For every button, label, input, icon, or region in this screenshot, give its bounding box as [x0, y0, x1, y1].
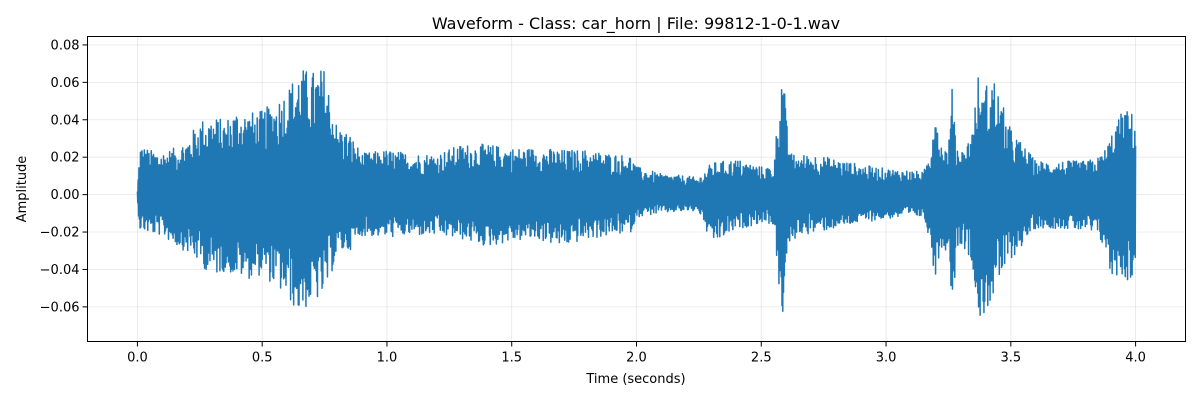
y-tick-label: −0.06 — [40, 300, 80, 315]
series-layer — [136, 70, 1137, 317]
waveform-series-line — [136, 70, 1137, 317]
y-tick-label: 0.00 — [51, 188, 80, 203]
x-tick-label: 4.0 — [1125, 351, 1146, 366]
x-axis-label: Time (seconds) — [585, 372, 685, 387]
y-axis-label: Amplitude — [15, 156, 30, 223]
y-tick-label: 0.04 — [51, 113, 80, 128]
x-tick-label: 3.0 — [876, 351, 897, 366]
x-tick-label: 0.0 — [127, 351, 148, 366]
chart-title: Waveform - Class: car_horn | File: 99812… — [432, 14, 840, 34]
x-tick-label: 1.0 — [377, 351, 398, 366]
y-tick-label: 0.06 — [51, 76, 80, 91]
y-tick-label: 0.02 — [51, 151, 80, 166]
x-tick-label: 0.5 — [252, 351, 273, 366]
y-tick-label: 0.08 — [51, 38, 80, 53]
x-tick-label: 1.5 — [501, 351, 522, 366]
x-tick-label: 2.5 — [751, 351, 772, 366]
x-tick-label: 3.5 — [1000, 351, 1021, 366]
x-tick-label: 2.0 — [626, 351, 647, 366]
y-tick-label: −0.02 — [40, 226, 80, 241]
tick-layer: 0.0 0.5 1.0 1.5 2.0 2.5 3.0 3.5 4.0 −0.06 −0.04 −0.… — [40, 38, 1146, 365]
y-tick-label: −0.04 — [40, 263, 80, 278]
